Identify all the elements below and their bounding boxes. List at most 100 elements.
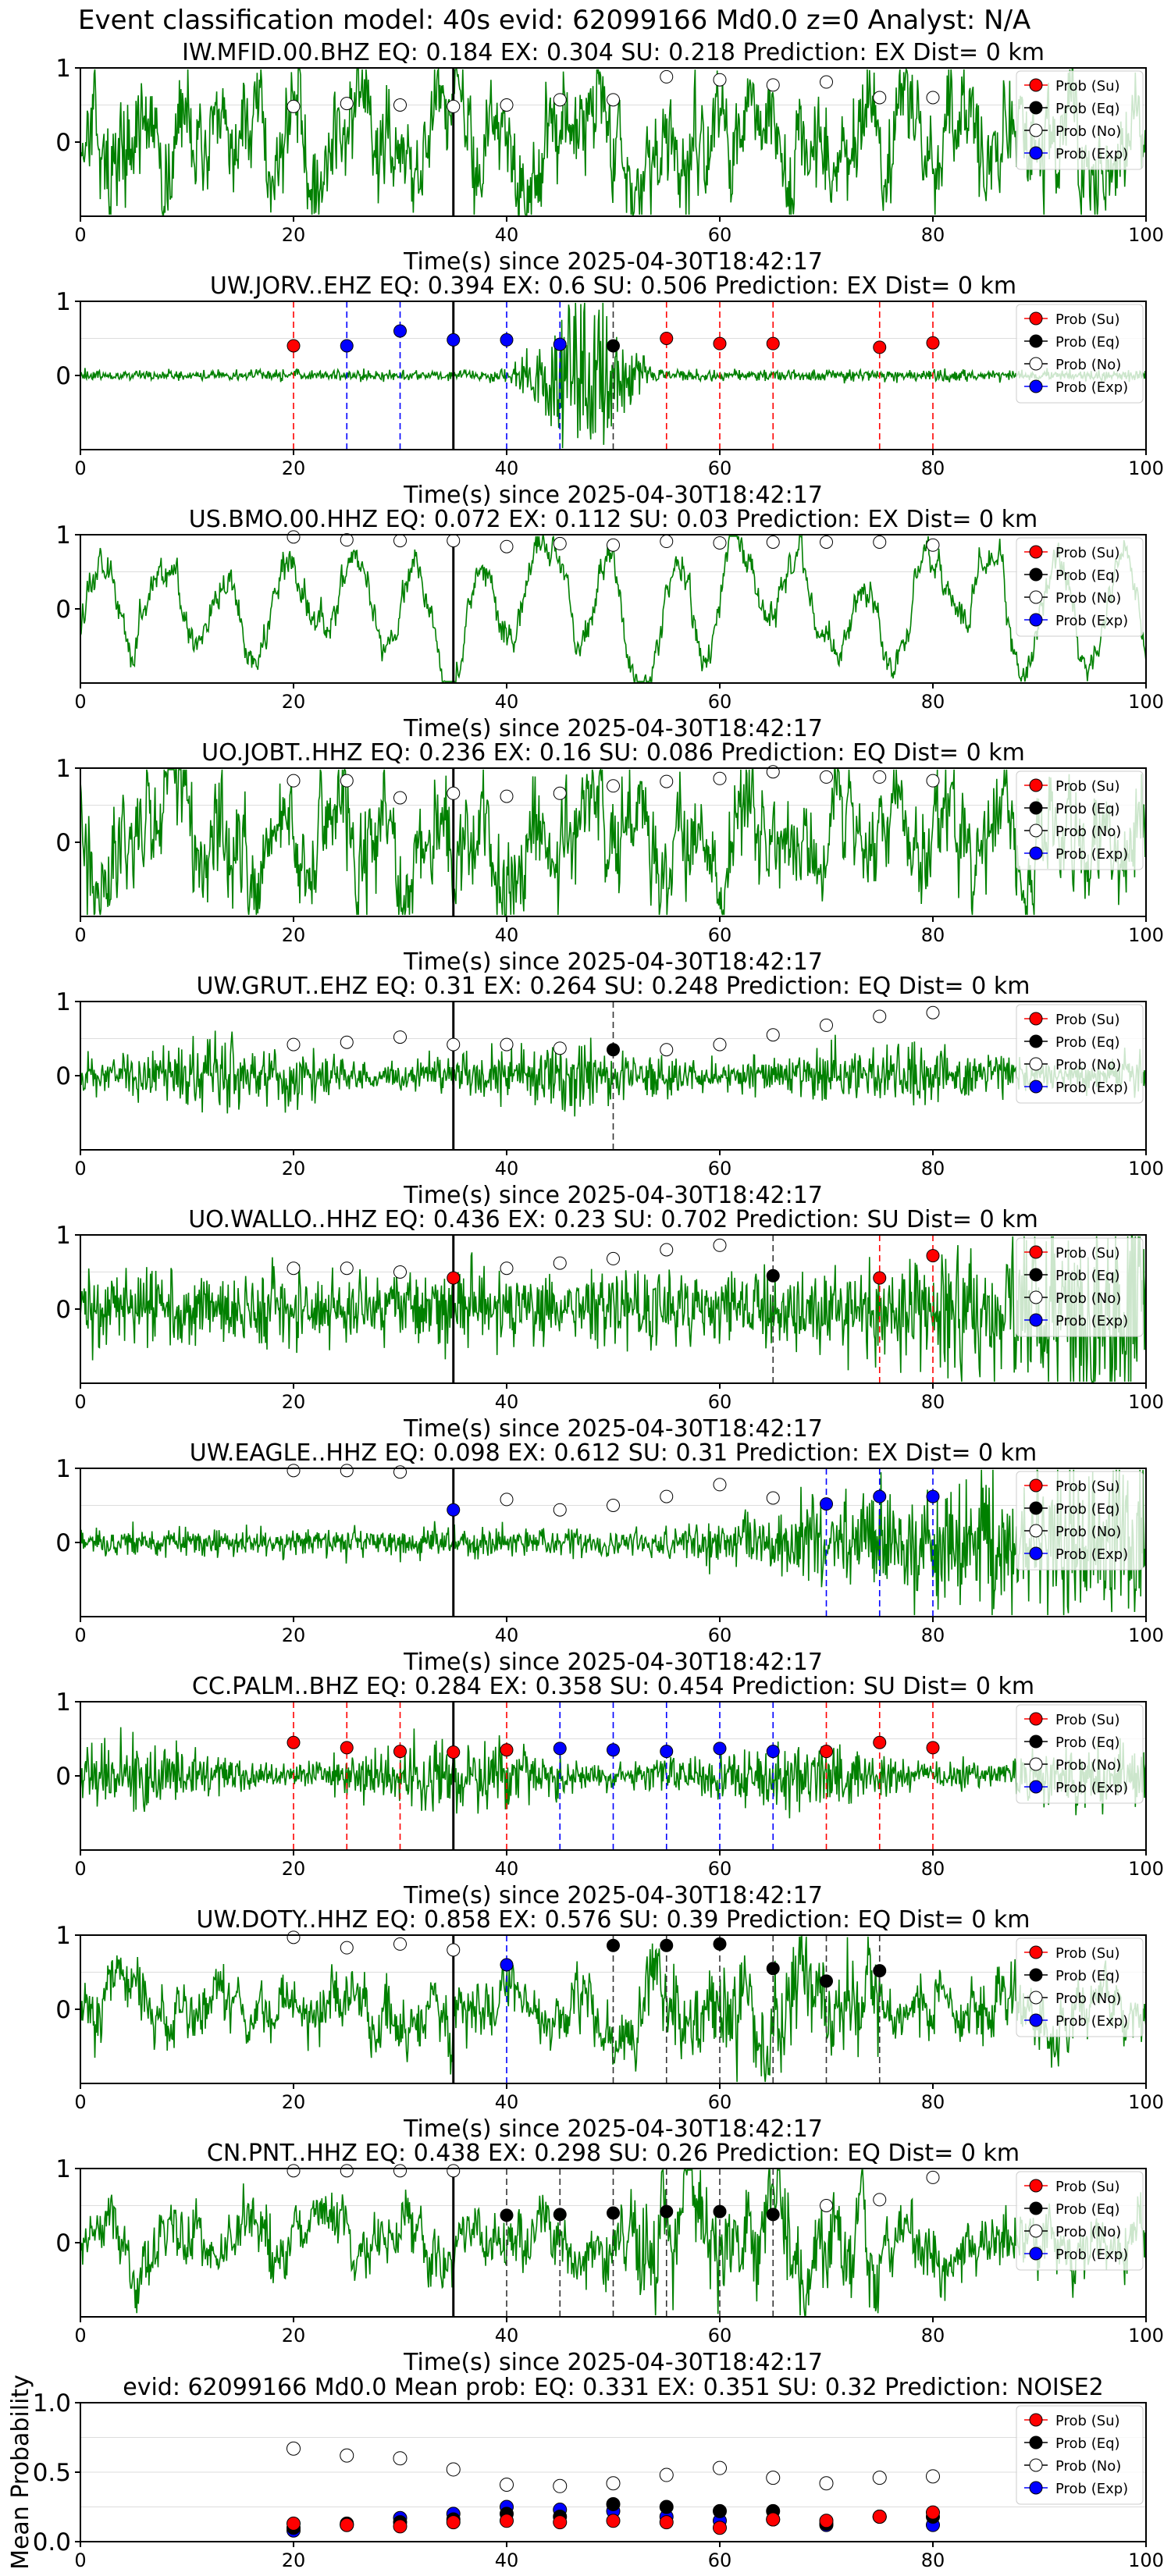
x-tick-label: 60 bbox=[708, 1624, 732, 1646]
y-tick-label: 1 bbox=[55, 288, 71, 316]
prob-point-no bbox=[500, 789, 514, 803]
x-tick-label: 0 bbox=[74, 2325, 86, 2347]
legend-box bbox=[1016, 2405, 1144, 2505]
prob-point-su bbox=[713, 336, 727, 350]
y-tick-label: 1 bbox=[55, 521, 71, 550]
legend-marker-exp bbox=[1029, 146, 1043, 160]
x-axis-label: Time(s) since 2025-04-30T18:42:17 bbox=[403, 248, 823, 276]
legend-label: Prob (Su) bbox=[1055, 311, 1120, 328]
legend-label: Prob (No) bbox=[1055, 2458, 1121, 2475]
x-tick-label: 80 bbox=[921, 691, 945, 713]
x-tick-label: 100 bbox=[1128, 691, 1164, 713]
legend-label: Prob (Su) bbox=[1055, 545, 1120, 561]
station-panel: UO.JOBT..HHZ EQ: 0.236 EX: 0.16 SU: 0.08… bbox=[55, 739, 1164, 976]
prob-point-su bbox=[926, 1741, 940, 1755]
x-tick-label: 100 bbox=[1128, 1158, 1164, 1179]
legend-marker-eq bbox=[1029, 1268, 1043, 1282]
legend-box bbox=[1016, 1471, 1144, 1571]
x-tick-label: 60 bbox=[708, 224, 732, 246]
mean-point-su bbox=[287, 2516, 301, 2531]
legend-marker-exp bbox=[1029, 1313, 1043, 1327]
x-tick-label: 80 bbox=[921, 457, 945, 479]
x-tick-label: 80 bbox=[921, 1391, 945, 1413]
legend-label: Prob (Su) bbox=[1055, 2179, 1120, 2195]
prob-point-no bbox=[766, 1491, 780, 1505]
prob-point-no bbox=[713, 73, 727, 87]
x-tick-label: 20 bbox=[282, 2325, 306, 2347]
prob-point-no bbox=[340, 1035, 354, 1049]
y-tick-label: 0.0 bbox=[33, 2528, 71, 2556]
mean-point-no bbox=[287, 2441, 301, 2456]
mean-point-su bbox=[766, 2512, 781, 2527]
legend-marker-no bbox=[1029, 123, 1043, 137]
y-tick-label: 0 bbox=[55, 1763, 71, 1791]
legend-marker-eq bbox=[1029, 801, 1043, 815]
legend-label: Prob (Eq) bbox=[1055, 1968, 1120, 1984]
x-tick-label: 40 bbox=[495, 1624, 519, 1646]
waveform-trace bbox=[80, 1469, 1147, 1616]
panel-title: UW.EAGLE..HHZ EQ: 0.098 EX: 0.612 SU: 0.… bbox=[190, 1439, 1037, 1467]
legend-label: Prob (Su) bbox=[1055, 1945, 1120, 1962]
prob-point-su bbox=[447, 1271, 461, 1285]
x-tick-label: 80 bbox=[921, 2549, 945, 2571]
legend-box bbox=[1016, 1237, 1144, 1337]
x-tick-label: 40 bbox=[495, 224, 519, 246]
legend-label: Prob (Exp) bbox=[1055, 2013, 1128, 2030]
x-tick-label: 40 bbox=[495, 924, 519, 946]
legend: Prob (Su) Prob (Eq) Prob (No) Prob (Exp) bbox=[1016, 537, 1144, 637]
prob-point-no bbox=[713, 1478, 727, 1492]
legend-marker-exp bbox=[1029, 1780, 1043, 1794]
y-tick-label: 0 bbox=[55, 129, 71, 157]
x-tick-label: 60 bbox=[708, 1858, 732, 1880]
y-tick-label: 0.5 bbox=[33, 2459, 71, 2487]
prob-point-exp bbox=[553, 337, 567, 351]
mean-point-su bbox=[872, 2509, 887, 2524]
legend-label: Prob (Eq) bbox=[1055, 1501, 1120, 1517]
x-tick-label: 100 bbox=[1128, 1858, 1164, 1880]
legend-marker-no bbox=[1029, 1991, 1043, 2005]
prob-point-su bbox=[393, 1745, 407, 1759]
prob-point-no bbox=[287, 1464, 301, 1478]
station-panel: UW.GRUT..EHZ EQ: 0.31 EX: 0.264 SU: 0.24… bbox=[55, 973, 1164, 1209]
prob-point-su bbox=[340, 1741, 354, 1755]
prob-point-exp bbox=[713, 1742, 727, 1756]
y-tick-label: 0 bbox=[55, 1996, 71, 2024]
station-panel: CN.PNT..HHZ EQ: 0.438 EX: 0.298 SU: 0.26… bbox=[55, 2140, 1164, 2376]
legend-marker-su bbox=[1029, 1478, 1043, 1493]
prob-point-no bbox=[287, 99, 301, 113]
prob-point-eq bbox=[607, 339, 620, 353]
prob-point-no bbox=[500, 1037, 514, 1051]
prob-point-no bbox=[873, 91, 887, 105]
legend-marker-no bbox=[1029, 1524, 1043, 1538]
legend-label: Prob (No) bbox=[1055, 357, 1121, 373]
legend-label: Prob (Exp) bbox=[1055, 2481, 1128, 2497]
prob-point-eq bbox=[607, 1043, 620, 1057]
legend-marker-eq bbox=[1029, 2435, 1043, 2450]
mean-point-eq bbox=[606, 2496, 621, 2511]
prob-point-no bbox=[607, 1499, 620, 1512]
x-axis-label: Time(s) since 2025-04-30T18:42:17 bbox=[403, 2115, 823, 2143]
prob-point-eq bbox=[873, 1964, 887, 1978]
legend-marker-eq bbox=[1029, 1735, 1043, 1749]
prob-point-no bbox=[660, 1043, 674, 1057]
legend-marker-exp bbox=[1029, 2247, 1043, 2261]
prob-point-no bbox=[393, 1030, 407, 1044]
prob-point-no bbox=[393, 1265, 407, 1279]
legend-label: Prob (Eq) bbox=[1055, 101, 1120, 117]
y-tick-label: 1.0 bbox=[33, 2389, 71, 2418]
legend-label: Prob (No) bbox=[1055, 1057, 1121, 1073]
x-tick-label: 40 bbox=[495, 1858, 519, 1880]
mean-point-su bbox=[553, 2515, 568, 2530]
prob-point-no bbox=[660, 1489, 674, 1503]
x-tick-label: 100 bbox=[1128, 2325, 1164, 2347]
y-tick-label: 1 bbox=[55, 1455, 71, 1483]
prob-point-no bbox=[607, 538, 620, 552]
x-tick-label: 40 bbox=[495, 1158, 519, 1179]
legend-marker-su bbox=[1029, 2179, 1043, 2193]
legend-box bbox=[1016, 70, 1144, 170]
x-tick-label: 0 bbox=[74, 924, 86, 946]
prob-point-eq bbox=[660, 2204, 674, 2218]
x-tick-label: 80 bbox=[921, 2325, 945, 2347]
prob-point-su bbox=[447, 1745, 461, 1759]
